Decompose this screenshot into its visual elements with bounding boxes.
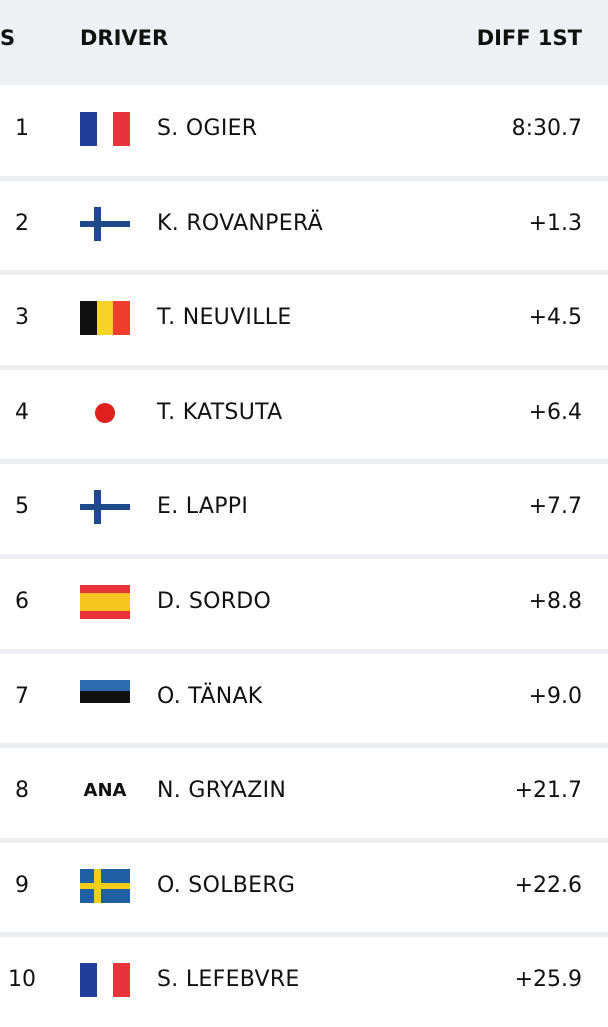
position: 7 xyxy=(15,683,29,709)
position: 4 xyxy=(15,399,29,425)
flag-graphic xyxy=(80,963,130,998)
time-diff: +8.8 xyxy=(528,589,582,614)
flag-graphic xyxy=(80,868,130,903)
flag-icon xyxy=(80,395,130,430)
flag-graphic xyxy=(80,301,130,336)
table-row: 4 T. KATSUTA +6.4 xyxy=(0,369,608,460)
table-row: 6 D. SORDO +8.8 xyxy=(0,559,608,649)
table-row: 1 S. OGIER 8:30.7 xyxy=(0,86,608,176)
flag-icon xyxy=(80,963,130,998)
column-header: DRIVER xyxy=(80,26,169,50)
flag-icon xyxy=(80,490,130,525)
table-row: 3 T. NEUVILLE +4.5 xyxy=(0,275,608,366)
flag-graphic xyxy=(80,112,130,146)
position: 5 xyxy=(15,494,29,520)
time-diff: +7.7 xyxy=(528,494,582,520)
table-row: 2 K. ROVANPERÄ +1.3 xyxy=(0,180,608,271)
flag-graphic xyxy=(80,679,130,714)
time-diff: +22.6 xyxy=(514,872,582,898)
driver-name: E. LAPPI xyxy=(157,494,249,520)
time-diff: +21.7 xyxy=(514,778,582,804)
row-separator xyxy=(0,459,608,465)
time-diff: +9.0 xyxy=(528,683,582,709)
flag-graphic xyxy=(80,585,130,619)
driver-name: O. TÄNAK xyxy=(157,683,263,709)
flag-graphic xyxy=(80,395,130,430)
driver-name: T. KATSUTA xyxy=(157,399,283,425)
position: 6 xyxy=(15,589,29,614)
position: 2 xyxy=(15,210,29,236)
flag-icon xyxy=(80,112,130,146)
position: 9 xyxy=(15,872,29,898)
time-diff: +25.9 xyxy=(514,967,582,993)
table-row: 10 S. LEFEBVRE +25.9 xyxy=(0,937,608,1027)
position: 8 xyxy=(15,778,29,804)
driver-name: D. SORDO xyxy=(157,589,272,614)
column-header: DIFF 1ST xyxy=(476,26,582,50)
driver-name: S. OGIER xyxy=(157,116,258,141)
driver-name: O. SOLBERG xyxy=(157,872,296,898)
row-separator xyxy=(0,364,608,370)
flag-graphic xyxy=(80,490,130,525)
flag-label: ANA xyxy=(83,780,127,802)
table-header: S DRIVER DIFF 1ST xyxy=(0,0,608,85)
driver-name: T. NEUVILLE xyxy=(157,305,292,331)
row-separator xyxy=(0,743,608,749)
row-separator xyxy=(0,837,608,843)
driver-name: N. GRYAZIN xyxy=(157,778,287,804)
time-diff: 8:30.7 xyxy=(511,116,582,141)
time-diff: +1.3 xyxy=(528,210,582,236)
flag-icon xyxy=(80,206,130,241)
table-row: 5 E. LAPPI +7.7 xyxy=(0,464,608,555)
flag-graphic xyxy=(80,206,130,241)
row-separator xyxy=(0,270,608,276)
row-separator xyxy=(0,554,608,559)
position: 1 xyxy=(15,116,29,141)
flag-icon xyxy=(80,679,130,714)
driver-name: S. LEFEBVRE xyxy=(157,967,300,993)
table-row: 9 O. SOLBERG +22.6 xyxy=(0,842,608,933)
flag-icon xyxy=(80,585,130,619)
position: 3 xyxy=(15,305,29,331)
table-row: 8 ANA N. GRYAZIN +21.7 xyxy=(0,748,608,839)
driver-name: K. ROVANPERÄ xyxy=(157,210,323,236)
time-diff: +4.5 xyxy=(528,305,582,331)
column-header: S xyxy=(0,26,16,50)
row-separator xyxy=(0,648,608,654)
flag-icon xyxy=(80,868,130,903)
position: 10 xyxy=(8,967,36,993)
row-separator xyxy=(0,932,608,938)
time-diff: +6.4 xyxy=(528,399,582,425)
table-row: 7 O. TÄNAK +9.0 xyxy=(0,653,608,744)
flag-icon xyxy=(80,301,130,336)
row-separator xyxy=(0,175,608,181)
